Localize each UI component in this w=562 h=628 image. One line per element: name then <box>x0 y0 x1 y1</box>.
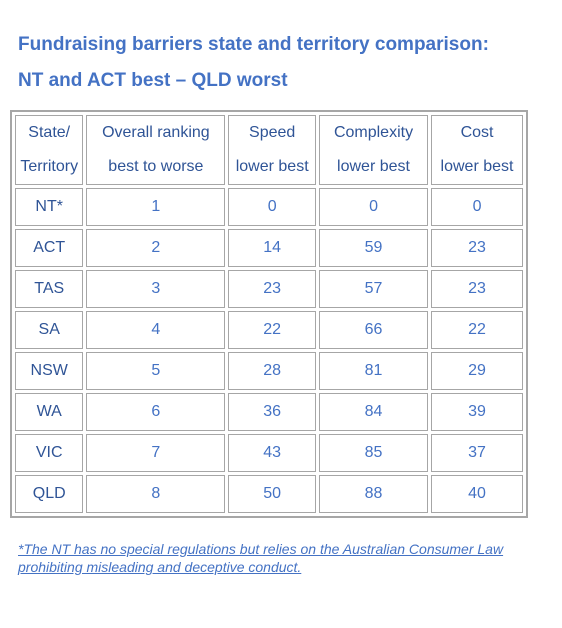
cell-state: NSW <box>15 352 84 390</box>
cell-speed: 36 <box>228 393 316 431</box>
cell-complexity: 84 <box>319 393 429 431</box>
cell-cost: 40 <box>431 475 523 513</box>
cell-cost: 29 <box>431 352 523 390</box>
cell-complexity: 66 <box>319 311 429 349</box>
table-row: SA 4 22 66 22 <box>15 311 523 349</box>
cell-complexity: 59 <box>319 229 429 267</box>
cell-state: TAS <box>15 270 84 308</box>
table-row: NT* 1 0 0 0 <box>15 188 523 226</box>
header-cost: Cost lower best <box>431 115 523 185</box>
cell-complexity: 85 <box>319 434 429 472</box>
page-subtitle: NT and ACT best – QLD worst <box>18 70 288 91</box>
cell-speed: 14 <box>228 229 316 267</box>
cell-state: ACT <box>15 229 84 267</box>
cell-rank: 8 <box>86 475 226 513</box>
cell-cost: 23 <box>431 229 523 267</box>
table-row: NSW 5 28 81 29 <box>15 352 523 390</box>
table-body: NT* 1 0 0 0 ACT 2 14 59 23 TAS 3 23 57 2… <box>15 188 523 513</box>
cell-state: NT* <box>15 188 84 226</box>
cell-rank: 2 <box>86 229 226 267</box>
cell-state: QLD <box>15 475 84 513</box>
cell-state: WA <box>15 393 84 431</box>
cell-state: VIC <box>15 434 84 472</box>
table-row: TAS 3 23 57 23 <box>15 270 523 308</box>
header-state-line1: State/ <box>28 124 71 141</box>
header-state: State/ Territory <box>15 115 84 185</box>
header-cost-line2: lower best <box>440 158 514 175</box>
header-speed-line2: lower best <box>235 158 309 175</box>
table-row: QLD 8 50 88 40 <box>15 475 523 513</box>
header-complexity-line1: Complexity <box>333 124 414 141</box>
cell-cost: 39 <box>431 393 523 431</box>
cell-rank: 6 <box>86 393 226 431</box>
cell-cost: 23 <box>431 270 523 308</box>
cell-speed: 50 <box>228 475 316 513</box>
cell-rank: 7 <box>86 434 226 472</box>
table-row: WA 6 36 84 39 <box>15 393 523 431</box>
cell-state: SA <box>15 311 84 349</box>
header-complexity: Complexity lower best <box>319 115 429 185</box>
cell-cost: 37 <box>431 434 523 472</box>
cell-speed: 28 <box>228 352 316 390</box>
cell-rank: 1 <box>86 188 226 226</box>
header-speed-line1: Speed <box>249 124 296 141</box>
cell-cost: 22 <box>431 311 523 349</box>
header-ranking-line1: Overall ranking <box>102 124 210 141</box>
header-cost-line1: Cost <box>460 124 494 141</box>
table-header: State/ Territory Overall ranking best to… <box>15 115 523 185</box>
footnote: *The NT has no special regulations but r… <box>18 541 504 575</box>
cell-speed: 23 <box>228 270 316 308</box>
header-row: State/ Territory Overall ranking best to… <box>15 115 523 185</box>
cell-complexity: 57 <box>319 270 429 308</box>
header-complexity-line2: lower best <box>337 158 410 175</box>
cell-complexity: 0 <box>319 188 429 226</box>
header-overall-ranking: Overall ranking best to worse <box>86 115 226 185</box>
cell-complexity: 81 <box>319 352 429 390</box>
comparison-table: State/ Territory Overall ranking best to… <box>10 110 528 518</box>
cell-speed: 43 <box>228 434 316 472</box>
header-state-line2: Territory <box>20 158 79 175</box>
cell-speed: 22 <box>228 311 316 349</box>
cell-complexity: 88 <box>319 475 429 513</box>
cell-rank: 4 <box>86 311 226 349</box>
page-title: Fundraising barriers state and territory… <box>18 34 489 55</box>
table-row: VIC 7 43 85 37 <box>15 434 523 472</box>
header-speed: Speed lower best <box>228 115 316 185</box>
cell-speed: 0 <box>228 188 316 226</box>
cell-rank: 5 <box>86 352 226 390</box>
table-row: ACT 2 14 59 23 <box>15 229 523 267</box>
header-ranking-line2: best to worse <box>108 158 204 175</box>
cell-rank: 3 <box>86 270 226 308</box>
cell-cost: 0 <box>431 188 523 226</box>
